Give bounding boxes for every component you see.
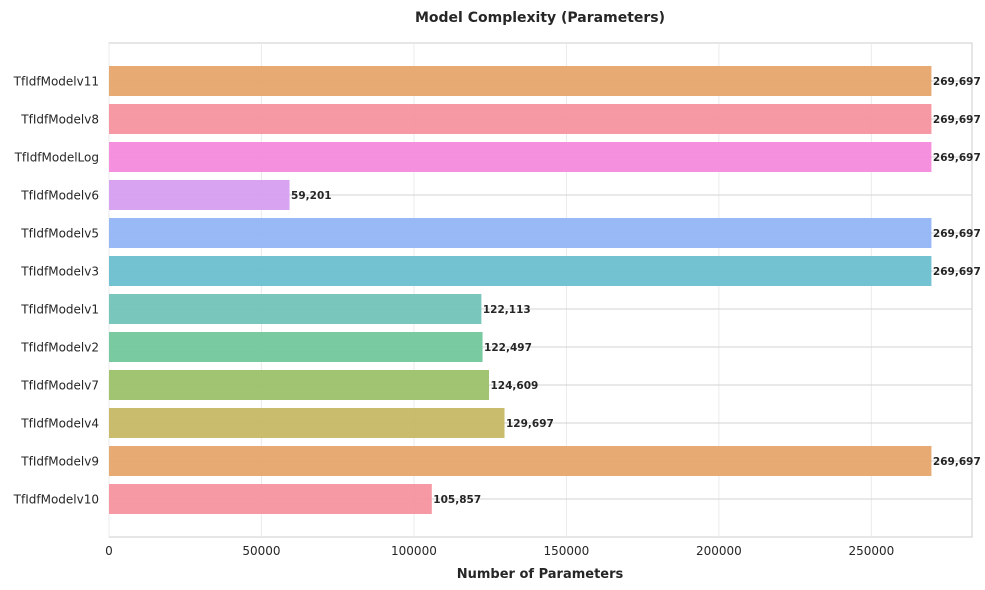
bar-value-label: 59,201	[291, 190, 332, 202]
bar-value-label: 269,697	[933, 456, 981, 468]
category-label: TfIdfModelv3	[20, 265, 99, 279]
x-tick-label: 150000	[544, 544, 590, 558]
bar	[109, 332, 483, 362]
x-tick-label: 200000	[696, 544, 742, 558]
category-label: TfIdfModelv4	[20, 417, 99, 431]
bar-value-label: 124,609	[490, 380, 538, 392]
category-label: TfIdfModelv10	[13, 493, 99, 507]
bar	[109, 408, 505, 438]
bar-value-label: 269,697	[933, 114, 981, 126]
x-tick-label: 0	[105, 544, 113, 558]
x-tick-label: 250000	[848, 544, 894, 558]
bar-value-label: 122,497	[484, 342, 532, 354]
bar	[109, 256, 932, 286]
bar-value-label: 269,697	[933, 228, 981, 240]
category-label: TfIdfModelv9	[20, 455, 99, 469]
x-tick-label: 100000	[391, 544, 437, 558]
bar	[109, 142, 932, 172]
chart-title: Model Complexity (Parameters)	[415, 10, 665, 26]
bar-value-label: 269,697	[933, 152, 981, 164]
bar	[109, 370, 489, 400]
category-label: TfIdfModelv11	[13, 75, 99, 89]
bar	[109, 294, 482, 324]
bar	[109, 66, 932, 96]
bar-value-label: 122,113	[483, 304, 531, 316]
category-label: TfIdfModelv2	[20, 341, 99, 355]
plot-area: 0 50000 100000 150000 200000 250000 TfIdfModel…	[13, 42, 981, 558]
bar-value-label: 269,697	[933, 76, 981, 88]
bar-value-label: 105,857	[433, 494, 481, 506]
category-label: TfIdfModelv5	[20, 227, 99, 241]
bar-value-label: 269,697	[933, 266, 981, 278]
bar	[109, 104, 932, 134]
category-label: TfIdfModelLog	[14, 151, 99, 165]
category-label: TfIdfModelv6	[20, 189, 99, 203]
bar	[109, 180, 290, 210]
x-tick-label: 50000	[242, 544, 280, 558]
bar	[109, 446, 932, 476]
x-axis-label: Number of Parameters	[457, 567, 624, 582]
category-label: TfIdfModelv7	[20, 379, 99, 393]
bar-value-label: 129,697	[506, 418, 554, 430]
category-label: TfIdfModelv8	[20, 113, 99, 127]
category-label: TfIdfModelv1	[20, 303, 99, 317]
bar	[109, 484, 432, 514]
bar	[109, 218, 932, 248]
